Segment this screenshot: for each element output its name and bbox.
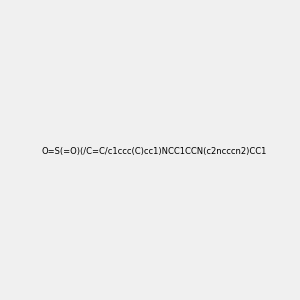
- Text: O=S(=O)(/C=C/c1ccc(C)cc1)NCC1CCN(c2ncccn2)CC1: O=S(=O)(/C=C/c1ccc(C)cc1)NCC1CCN(c2ncccn…: [41, 147, 266, 156]
